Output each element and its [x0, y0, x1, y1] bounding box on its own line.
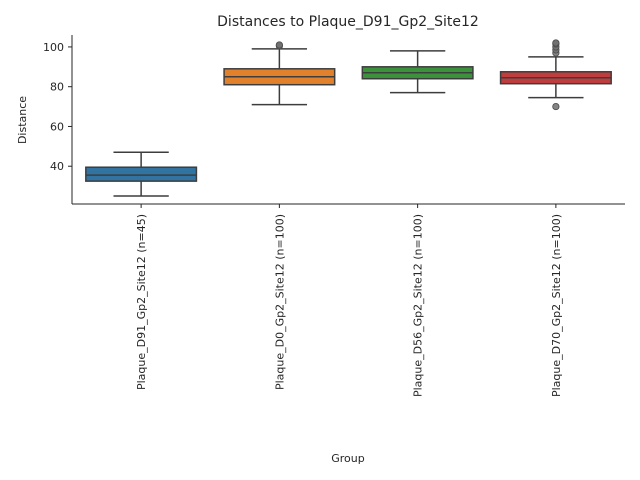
y-tick-label: 40 — [50, 160, 64, 173]
x-axis-label: Group — [331, 452, 365, 465]
box-iqr — [85, 166, 198, 182]
x-tick-label: Plaque_D56_Gp2_Site12 (n=100) — [412, 214, 425, 397]
x-tick-label: Plaque_D70_Gp2_Site12 (n=100) — [550, 214, 563, 397]
y-tick-label: 100 — [43, 41, 64, 54]
y-tick-label: 80 — [50, 81, 64, 94]
boxes — [85, 39, 612, 197]
chart-title: Distances to Plaque_D91_Gp2_Site12 — [217, 14, 479, 30]
box-group — [499, 39, 612, 111]
box-group — [85, 151, 198, 197]
outlier-point — [552, 39, 560, 47]
x-axis-ticks: Plaque_D91_Gp2_Site12 (n=45) Plaque_D0_Gp… — [135, 204, 563, 397]
x-tick-label: Plaque_D91_Gp2_Site12 (n=45) — [135, 214, 148, 390]
y-axis-ticks: 40 60 80 100 — [43, 41, 72, 173]
y-axis-label: Distance — [16, 96, 29, 144]
y-tick-label: 60 — [50, 120, 64, 133]
outlier-point — [275, 41, 283, 49]
x-tick-label: Plaque_D0_Gp2_Site12 (n=100) — [273, 214, 286, 390]
box-group — [223, 41, 336, 106]
outlier-point — [552, 102, 560, 111]
box-group — [361, 50, 474, 94]
